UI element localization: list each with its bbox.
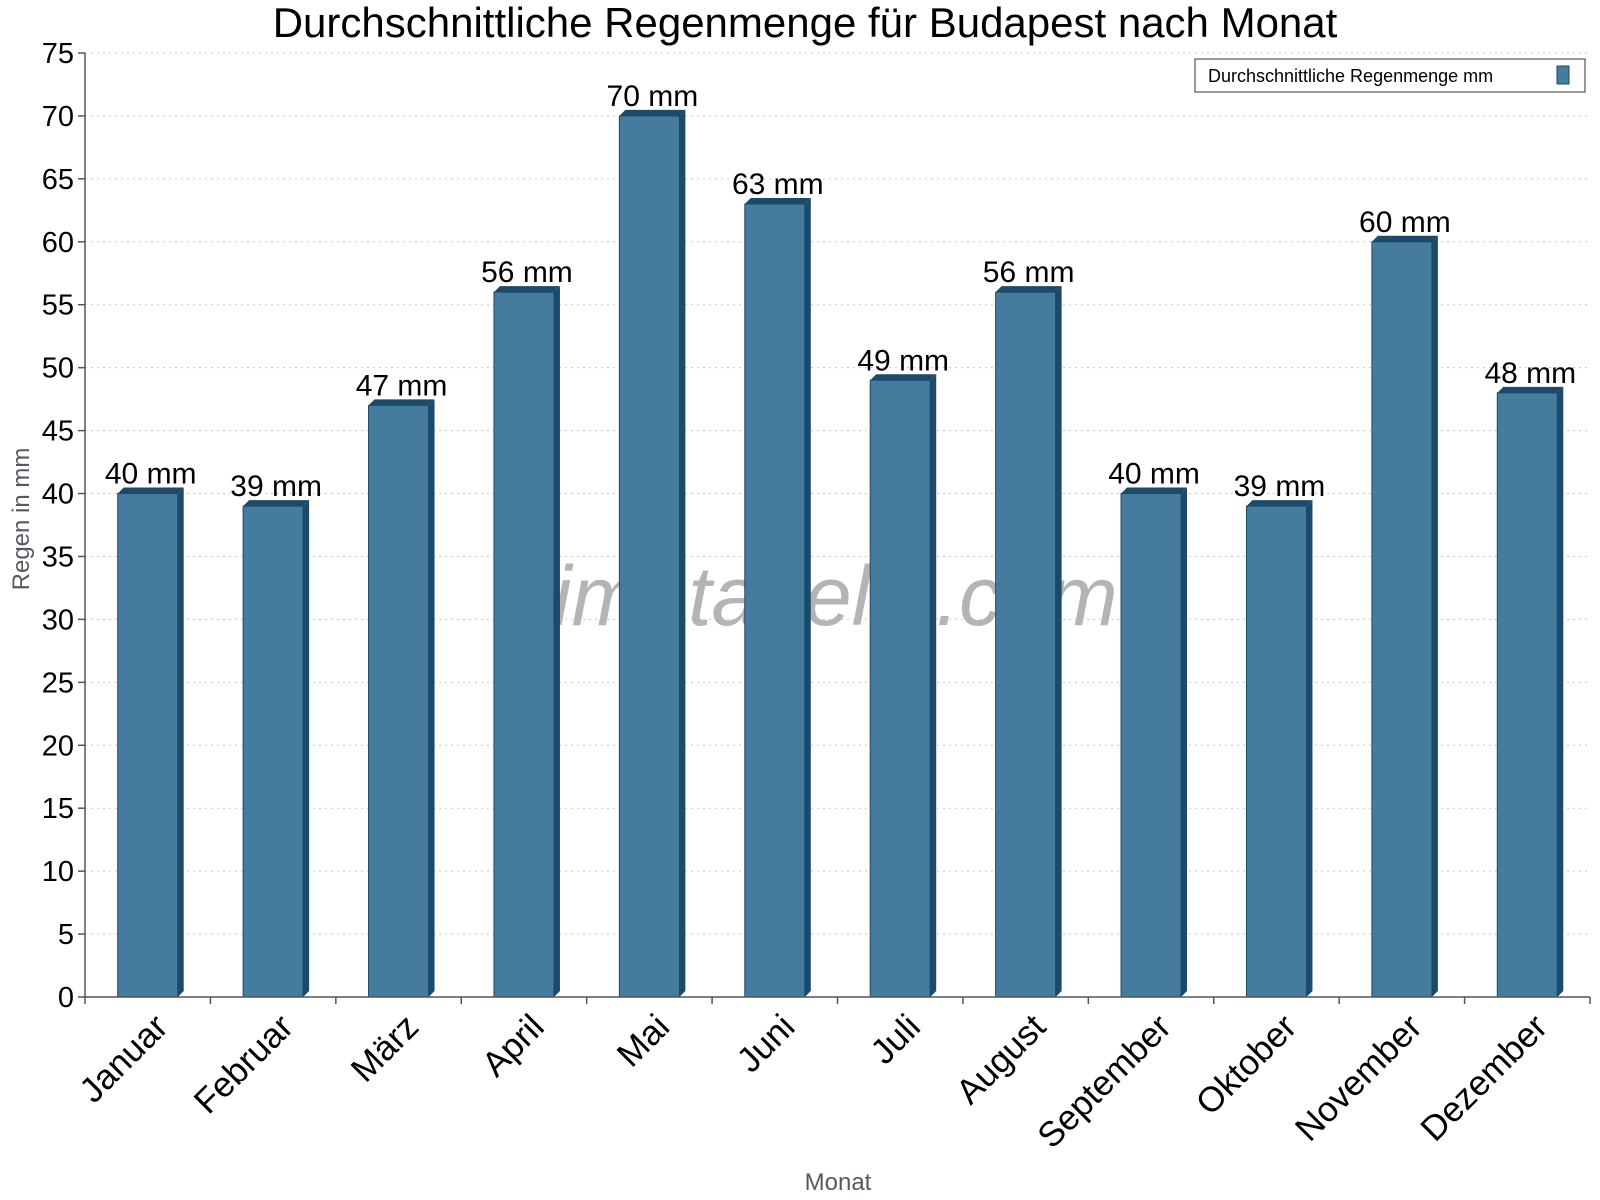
bar-side: [930, 374, 937, 998]
bar-value-label: 70 mm: [607, 80, 699, 113]
legend-box: [1194, 58, 1586, 93]
bar: [1496, 392, 1558, 998]
bar-value-label: 40 mm: [105, 458, 197, 491]
bar-top: [995, 286, 1062, 293]
bar-top: [1497, 386, 1564, 393]
y-tick-label: 15: [42, 793, 74, 825]
legend-swatch: [1556, 65, 1570, 85]
bar: [1371, 241, 1433, 998]
y-tick-label: 20: [42, 730, 74, 762]
bar-value-label: 39 mm: [1234, 470, 1326, 503]
bar: [1120, 493, 1182, 998]
bar: [368, 404, 430, 998]
legend: Durchschnittliche Regenmenge mm: [1194, 58, 1586, 93]
bar-side: [553, 286, 560, 997]
bar-top: [1371, 235, 1438, 242]
bar-side: [1431, 235, 1438, 998]
bar-top: [493, 286, 560, 293]
x-tick-label: Februar: [187, 1007, 301, 1121]
x-tick-label: Juli: [863, 1007, 928, 1072]
y-tick-label: 65: [42, 164, 74, 196]
bar: [869, 379, 931, 998]
bar-value-label: 60 mm: [1359, 206, 1451, 239]
bar-top: [243, 500, 310, 507]
y-tick-label: 75: [42, 38, 74, 70]
bar-value-label: 47 mm: [356, 369, 448, 402]
x-tick-label: Oktober: [1189, 1007, 1305, 1123]
bar-side: [1181, 487, 1188, 997]
bar-value-label: 39 mm: [230, 470, 322, 503]
bar-top: [1246, 500, 1313, 507]
bar-top: [744, 198, 811, 205]
chart-title: Durchschnittliche Regenmenge für Budapes…: [273, 0, 1338, 46]
y-tick-label: 55: [42, 290, 74, 322]
bar-value-label: 56 mm: [481, 256, 573, 289]
bar-top: [117, 487, 184, 494]
bar: [995, 291, 1057, 998]
bar-top: [870, 374, 937, 381]
y-tick-label: 50: [42, 353, 74, 385]
x-tick-label: Juni: [729, 1007, 802, 1080]
y-tick-label: 40: [42, 479, 74, 511]
x-tick-label: Mai: [610, 1007, 677, 1074]
bar-value-label: 56 mm: [983, 256, 1075, 289]
bar: [493, 291, 555, 998]
bar-side: [804, 198, 811, 998]
bar-side: [177, 487, 184, 997]
bar-top: [1121, 487, 1188, 494]
y-tick-label: 5: [58, 919, 74, 951]
bar-top: [368, 399, 435, 406]
x-tick-label: September: [1030, 1007, 1179, 1156]
bar-side: [679, 109, 686, 997]
bar-value-label: 63 mm: [732, 168, 824, 201]
bar-side: [1055, 286, 1062, 997]
y-tick-label: 35: [42, 541, 74, 573]
x-tick-label: November: [1288, 1007, 1430, 1149]
y-axis-title: Regen in mm: [8, 448, 35, 591]
x-tick-label: April: [475, 1007, 552, 1084]
bar-side: [1306, 500, 1313, 997]
y-tick-label: 45: [42, 416, 74, 448]
bar: [1245, 505, 1307, 998]
x-tick-label: März: [344, 1007, 427, 1090]
y-tick-label: 10: [42, 856, 74, 888]
bar-side: [1557, 386, 1564, 998]
y-tick-label: 60: [42, 227, 74, 259]
legend-label: Durchschnittliche Regenmenge mm: [1208, 66, 1493, 86]
bar-side: [428, 399, 435, 998]
x-axis-title: Monat: [805, 1169, 872, 1196]
x-tick-label: Januar: [72, 1007, 175, 1110]
y-tick-label: 0: [58, 982, 74, 1014]
y-tick-label: 25: [42, 667, 74, 699]
axes: [78, 52, 1591, 1004]
bar-value-label: 48 mm: [1484, 357, 1576, 390]
bar: [744, 203, 806, 998]
bar: [242, 505, 304, 998]
bars: [117, 109, 1564, 998]
bar-value-label: 49 mm: [857, 344, 949, 377]
bar-side: [303, 500, 310, 997]
y-tick-label: 30: [42, 604, 74, 636]
grid-lines: [85, 52, 1590, 935]
x-tick-label: August: [949, 1007, 1054, 1112]
bar: [618, 115, 680, 998]
bar: [117, 493, 179, 998]
bar-value-label: 40 mm: [1108, 458, 1200, 491]
y-tick-label: 70: [42, 101, 74, 133]
x-tick-label: Dezember: [1413, 1007, 1555, 1149]
bar-top: [619, 109, 686, 116]
